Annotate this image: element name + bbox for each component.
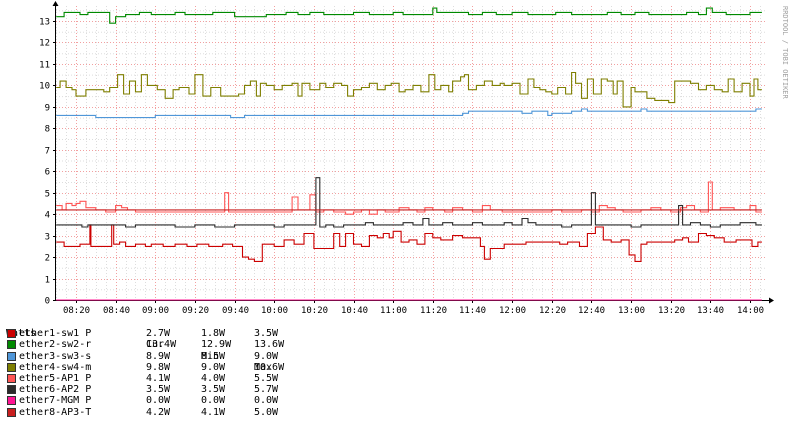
legend-rows: ether1-sw1 P 2.7W 1.8W 3.5W ether2-sw2-r 13.4… bbox=[6, 328, 284, 418]
legend-row: ether1-sw1 P 2.7W 1.8W 3.5W bbox=[6, 328, 278, 339]
x-axis-arrow bbox=[769, 297, 774, 304]
x-tick-label: 11:20 bbox=[420, 306, 447, 316]
legend-row: ether4-sw4-m 9.8W 9.0W 10.6W bbox=[6, 362, 284, 373]
legend-max-value: 13.6W bbox=[254, 339, 285, 351]
y-tick-label: 6 bbox=[45, 168, 50, 178]
legend-max-value: 5.5W bbox=[254, 372, 279, 384]
legend-swatch bbox=[7, 407, 16, 417]
legend-series-name: ether2-sw2-r bbox=[19, 339, 92, 351]
legend-min-value: 8.5W bbox=[201, 350, 226, 362]
series-line-ether6-ap2-p bbox=[56, 177, 762, 228]
legend-min-value: 0.0W bbox=[201, 395, 226, 407]
y-tick-label: 12 bbox=[39, 39, 50, 49]
legend-series-name: ether8-AP3-T bbox=[19, 406, 92, 418]
series-line-ether3-sw3-s bbox=[56, 108, 762, 119]
x-tick-label: 14:00 bbox=[737, 306, 764, 316]
legend-series-name: ether4-sw4-m bbox=[19, 361, 92, 373]
legend-max-value: 9.0W bbox=[254, 350, 279, 362]
legend-cur-value: 0.0W bbox=[146, 395, 171, 407]
legend-swatch bbox=[7, 396, 16, 406]
legend-max-value: 3.5W bbox=[254, 328, 279, 340]
x-tick-label: 11:00 bbox=[380, 306, 407, 316]
x-tick-label: 10:20 bbox=[301, 306, 328, 316]
legend-series-name: ether5-AP1 P bbox=[19, 372, 92, 384]
legend-cur-value: 13.4W bbox=[146, 339, 177, 351]
legend-header-min: Min bbox=[201, 350, 220, 362]
legend-header: Watts Cur Min Max bbox=[6, 317, 272, 373]
legend-min-value: 1.8W bbox=[201, 328, 226, 340]
legend-row: ether5-AP1 P 4.1W 4.0W 5.5W bbox=[6, 373, 278, 384]
legend-row: ether6-AP2 P 3.5W 3.5W 5.7W bbox=[6, 384, 278, 395]
legend-series-name: ether6-AP2 P bbox=[19, 384, 92, 396]
x-tick-label: 11:40 bbox=[459, 306, 486, 316]
y-tick-label: 2 bbox=[45, 254, 50, 264]
legend-series-name: ether1-sw1 P bbox=[19, 328, 92, 340]
x-tick-label: 13:40 bbox=[697, 306, 724, 316]
x-tick-label: 12:00 bbox=[499, 306, 526, 316]
series-line-ether4-sw4-m bbox=[56, 71, 762, 108]
x-tick-label: 08:20 bbox=[63, 306, 90, 316]
y-tick-label: 10 bbox=[39, 82, 50, 92]
legend-cur-value: 3.5W bbox=[146, 384, 171, 396]
legend: Watts Cur Min Max ether1-sw1 P 2.7W 1.8W 3.… bbox=[6, 317, 284, 418]
legend-unit-label: Watts bbox=[6, 328, 37, 340]
legend-header-max: Max bbox=[254, 361, 273, 373]
y-tick-label: 8 bbox=[45, 125, 50, 135]
x-tick-label: 08:40 bbox=[103, 306, 130, 316]
legend-max-value: 10.6W bbox=[254, 361, 285, 373]
legend-swatch bbox=[7, 362, 16, 372]
y-tick-label: 1 bbox=[45, 276, 50, 286]
x-tick-label: 09:00 bbox=[142, 306, 169, 316]
legend-cur-value: 8.9W bbox=[146, 350, 171, 362]
legend-row: ether2-sw2-r 13.4W 12.9W 13.6W bbox=[6, 339, 284, 350]
x-tick-label: 09:20 bbox=[182, 306, 209, 316]
x-tick-label: 13:00 bbox=[618, 306, 645, 316]
legend-row: ether3-sw3-s 8.9W 8.5W 9.0W bbox=[6, 351, 278, 362]
legend-max-value: 5.0W bbox=[254, 406, 279, 418]
legend-min-value: 4.0W bbox=[201, 372, 226, 384]
legend-max-value: 5.7W bbox=[254, 384, 279, 396]
series-line-ether2-sw2-r bbox=[56, 7, 762, 24]
x-tick-label: 10:00 bbox=[261, 306, 288, 316]
legend-min-value: 4.1W bbox=[201, 406, 226, 418]
legend-series-name: ether7-MGM P bbox=[19, 395, 92, 407]
legend-max-value: 0.0W bbox=[254, 395, 279, 407]
legend-cur-value: 9.8W bbox=[146, 361, 171, 373]
y-tick-label: 3 bbox=[45, 233, 50, 243]
y-tick-label: 13 bbox=[39, 18, 50, 28]
legend-row: ether7-MGM P 0.0W 0.0W 0.0W bbox=[6, 395, 278, 406]
legend-min-value: 3.5W bbox=[201, 384, 226, 396]
y-tick-label: 9 bbox=[45, 104, 50, 114]
legend-series-name: ether3-sw3-s bbox=[19, 350, 92, 362]
x-tick-label: 12:40 bbox=[578, 306, 605, 316]
legend-min-value: 9.0W bbox=[201, 361, 226, 373]
y-tick-label: 4 bbox=[45, 211, 50, 221]
legend-min-value: 12.9W bbox=[201, 339, 232, 351]
y-tick-label: 0 bbox=[45, 297, 50, 307]
legend-swatch bbox=[7, 340, 16, 350]
watermark: RRDTOOL / TOBI OETIKER bbox=[781, 6, 789, 100]
x-tick-label: 10:40 bbox=[341, 306, 368, 316]
grid bbox=[56, 6, 766, 300]
y-tick-label: 5 bbox=[45, 190, 50, 200]
legend-swatch bbox=[7, 351, 16, 361]
y-tick-label: 7 bbox=[45, 147, 50, 157]
y-tick-label: 11 bbox=[39, 61, 50, 71]
series-lines bbox=[56, 7, 762, 301]
legend-cur-value: 4.1W bbox=[146, 372, 171, 384]
series-line-ether1-sw1-p bbox=[56, 224, 762, 262]
legend-cur-value: 2.7W bbox=[146, 328, 171, 340]
legend-swatch bbox=[7, 385, 16, 395]
y-axis-arrow bbox=[52, 1, 59, 6]
legend-row: ether8-AP3-T 4.2W 4.1W 5.0W bbox=[6, 407, 278, 418]
legend-cur-value: 4.2W bbox=[146, 406, 171, 418]
legend-swatch bbox=[7, 329, 16, 339]
legend-swatch bbox=[7, 373, 16, 383]
legend-header-cur: Cur bbox=[146, 339, 165, 351]
x-tick-label: 12:20 bbox=[539, 306, 566, 316]
x-tick-label: 13:20 bbox=[658, 306, 685, 316]
x-tick-label: 09:40 bbox=[222, 306, 249, 316]
